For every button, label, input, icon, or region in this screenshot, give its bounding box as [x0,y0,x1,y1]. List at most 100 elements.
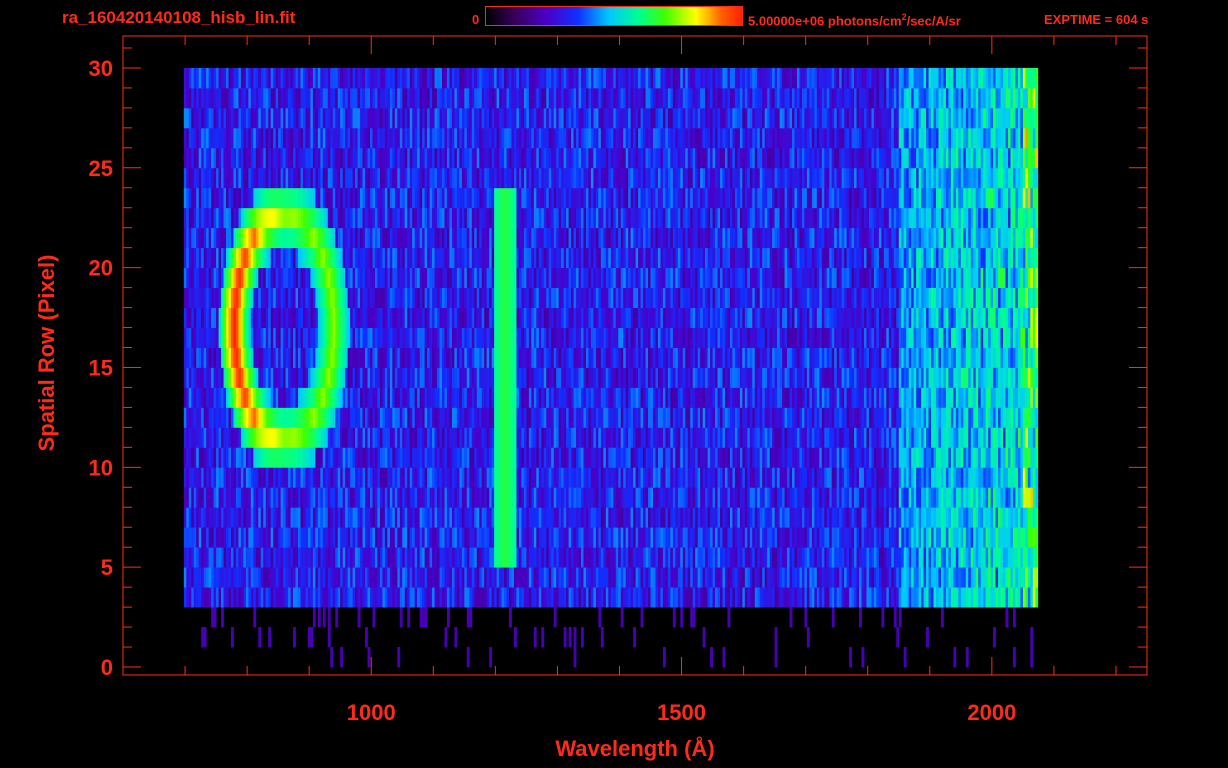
heatmap-cell [563,447,567,468]
heatmap-cell [248,527,252,548]
heatmap-cell [322,407,326,428]
heatmap-cell [345,327,349,348]
heatmap-cell [630,527,634,548]
heatmap-cell [963,567,967,588]
heatmap-cell [538,567,542,588]
heatmap-cell [504,527,507,548]
heatmap-cell [777,407,781,428]
heatmap-cell [342,467,346,488]
heatmap-cell [628,567,632,588]
heatmap-cell [993,567,996,588]
heatmap-cell [769,387,773,408]
heatmap-cell [578,447,582,468]
heatmap-cell [188,347,192,368]
heatmap-cell [1012,487,1016,508]
heatmap-cell [732,407,736,428]
heatmap-cell [682,487,686,508]
heatmap-cell [717,547,721,568]
heatmap-cell [610,347,614,368]
heatmap-cell [878,527,882,548]
heatmap-cell [839,567,843,588]
heatmap-cell [722,547,726,568]
heatmap-cell [553,387,557,408]
heatmap-cell [779,407,783,428]
heatmap-cell [712,467,716,488]
heatmap-cell [782,367,785,388]
heatmap-cell [685,587,689,608]
heatmap-cell [978,547,982,568]
heatmap-cell [531,387,535,408]
heatmap-cell [1017,327,1021,348]
heatmap-cell [357,327,361,348]
heatmap-cell [412,407,416,428]
heatmap-cell [337,387,341,408]
heatmap-cell [618,587,622,608]
heatmap-cell [737,567,741,588]
heatmap-cell [464,367,468,388]
heatmap-cell [384,487,388,508]
heatmap-cell [836,487,840,508]
heatmap-cell [332,547,336,568]
heatmap-cell [1012,327,1016,348]
heatmap-cell [973,507,977,528]
heatmap-cell [829,527,833,548]
heatmap-cell [873,467,877,488]
heatmap-cell [541,467,545,488]
heatmap-cell [851,347,855,368]
heatmap-cell [675,407,679,428]
heatmap-cell [608,367,612,388]
heatmap-cell [707,587,711,608]
heatmap-cell [402,487,406,508]
heatmap-cell [911,387,915,408]
heatmap-cell [593,407,597,428]
heatmap-cell [417,527,421,548]
heatmap-cell [255,527,259,548]
heatmap-cell [754,587,758,608]
heatmap-cell [901,327,905,348]
heatmap-cell [724,407,728,428]
heatmap-cell [504,547,507,568]
heatmap-cell [387,387,391,408]
heatmap-cell [553,567,557,588]
heatmap-cell [1032,547,1036,568]
heatmap-cell [556,487,560,508]
heatmap-cell [243,347,247,368]
heatmap-cell [603,407,607,428]
heatmap-cell [891,487,895,508]
heatmap-cell [655,447,659,468]
heatmap-cell [893,427,897,448]
heatmap-cell [968,507,972,528]
heatmap-cell [960,367,964,388]
heatmap-cell [1015,567,1019,588]
heatmap-cell [1012,387,1016,408]
heatmap-cell [518,447,522,468]
heatmap-cell [1030,347,1034,368]
heatmap-cell [881,547,885,568]
heatmap-cell [481,567,485,588]
heatmap-cell [422,467,426,488]
heatmap-cell [424,607,428,628]
heatmap-cell [365,307,368,328]
heatmap-cell [322,607,326,628]
heatmap-cell [446,547,450,568]
heatmap-cell [928,327,932,348]
heatmap-cell [747,507,751,528]
heatmap-cell [523,487,527,508]
heatmap-cell [861,507,865,528]
heatmap-cell [422,447,426,468]
heatmap-cell [903,427,907,448]
heatmap-cell [471,547,475,568]
image-filename-title: ra_160420140108_hisb_lin.fit [62,8,296,27]
heatmap-cell [253,527,257,548]
heatmap-cell [792,387,795,408]
heatmap-cell [752,507,756,528]
heatmap-cell [578,327,582,348]
heatmap-cell [615,467,619,488]
heatmap-cell [821,407,825,428]
heatmap-cell [968,547,972,568]
heatmap-cell [789,527,793,548]
heatmap-cell [1003,407,1006,428]
heatmap-cell [1012,507,1016,528]
heatmap-cell [566,507,569,528]
heatmap-cell [543,427,547,448]
